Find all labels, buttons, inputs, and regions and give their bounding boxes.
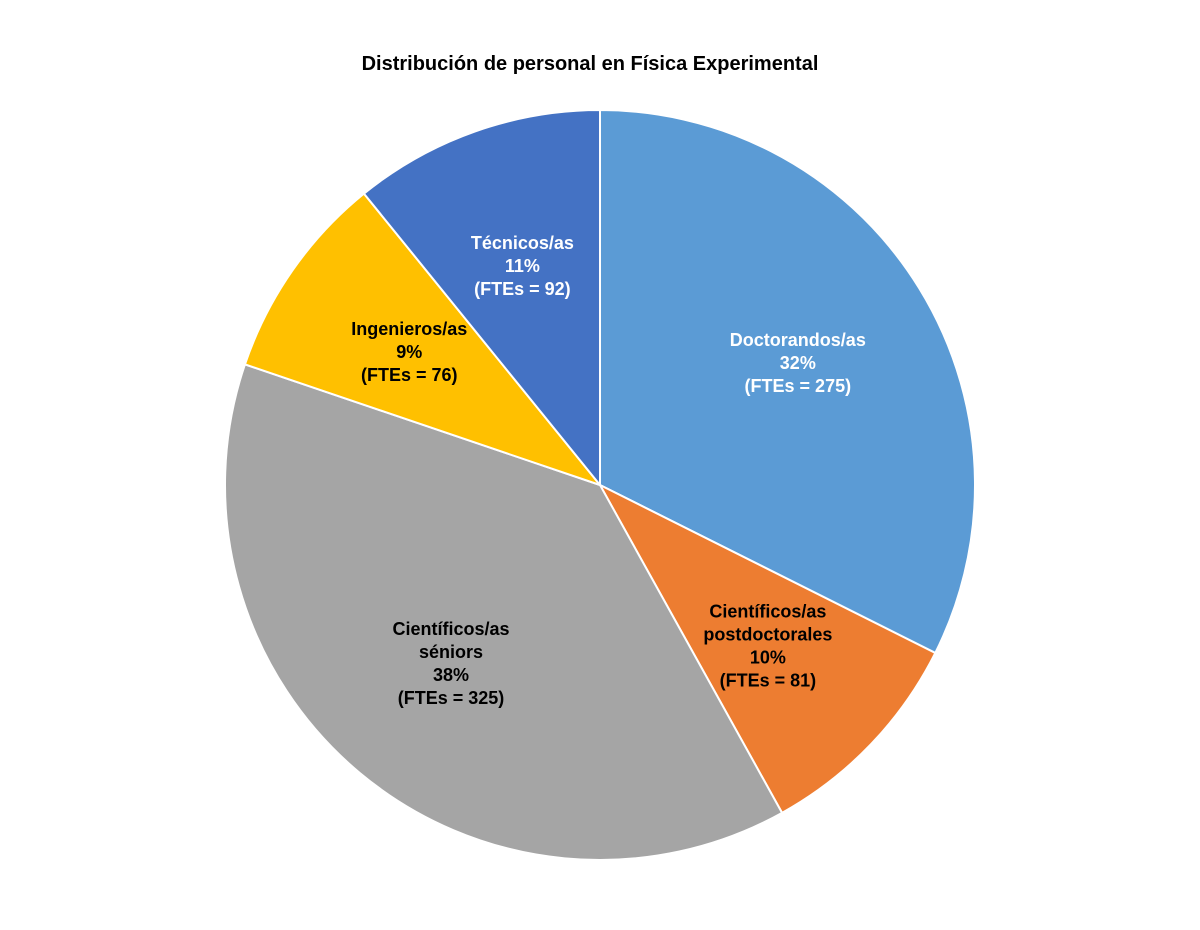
slice-label-name: Científicos/as [392,619,509,639]
pie-slice-4 [362,108,601,488]
slice-label-name: Doctorandos/as [730,330,866,350]
slice-label-fte: (FTEs = 76) [361,365,458,385]
pie-slice-label-0: Doctorandos/as 32% (FTEs = 275) [730,330,866,396]
slice-label-name: Técnicos/as [471,233,574,253]
slice-label-name: postdoctorales [703,624,832,644]
pie-slice-0 [599,108,976,655]
pie-slice-label-1: Científicos/as postdoctorales 10% (FTEs = 8… [703,601,832,690]
slice-label-fte: (FTEs = 92) [474,279,571,299]
slice-label-fte: (FTEs = 81) [720,670,817,690]
pie-slice-1 [597,482,937,815]
slice-label-percent: 10% [750,647,786,667]
slice-label-percent: 11% [505,256,540,276]
pie-slice-label-3: Ingenieros/as 9% (FTEs = 76) [351,319,467,385]
pie-slices [224,108,976,861]
slice-label-name: Científicos/as [709,601,826,621]
pie-slice-3 [243,192,603,488]
slice-label-percent: 38% [433,665,469,685]
pie-slice-2 [224,363,784,861]
chart-title: Distribución de personal en Física Exper… [361,53,819,75]
slice-label-percent: 32% [780,353,816,373]
slice-label-name: séniors [419,642,483,662]
slice-label-fte: (FTEs = 275) [745,376,852,396]
slice-label-name: Ingenieros/as [351,319,467,339]
pie-labels: Doctorandos/as 32% (FTEs = 275) Científicos… [351,233,866,708]
pie-slice-label-2: Científicos/as séniors 38% (FTEs = 325) [392,619,509,708]
slice-label-percent: 9% [396,342,422,362]
pie-slice-label-4: Técnicos/as 11% (FTEs = 92) [471,233,574,299]
slice-label-fte: (FTEs = 325) [398,688,505,708]
